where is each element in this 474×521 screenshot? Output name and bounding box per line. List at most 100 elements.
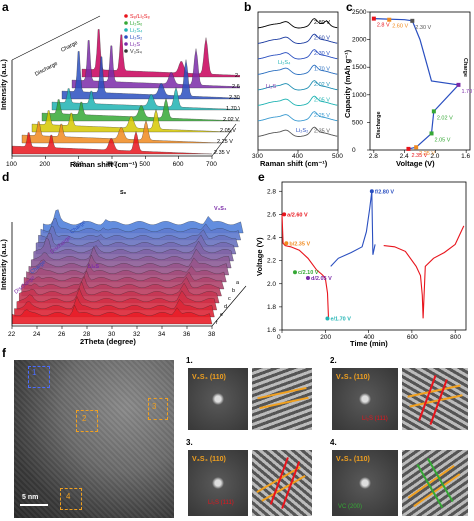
d-xtick-label: 28 [83, 331, 91, 338]
c-ytick-label: 0 [352, 147, 356, 154]
a-curve-2 [31, 108, 233, 133]
d-curve-letter: c [228, 296, 231, 302]
b-ann-li2s4: Li₂S₄ [278, 60, 291, 66]
c-ytick-label: 2000 [352, 37, 367, 44]
e-marker-label: f/2.80 V [375, 189, 395, 195]
a-voltage-label: 1.70 V [226, 106, 240, 112]
scale-bar [20, 504, 48, 506]
fft-1-plane: V₃S₄ (110) [192, 374, 226, 381]
b-voltage-label: 2.60 V [314, 36, 330, 42]
e-marker [292, 270, 297, 275]
a-xtick-label: 500 [139, 161, 150, 168]
e-ytick-label: 1.8 [267, 304, 276, 311]
a-xtick-label: 700 [206, 161, 217, 168]
a-voltage-label: 2.30 V [229, 95, 240, 101]
c-point [387, 17, 392, 22]
c-ylabel: Capacity (mAh g⁻¹) [344, 49, 352, 118]
d-xtick-label: 36 [183, 331, 191, 338]
d-curve-13 [43, 209, 244, 234]
a-xtick-label: 100 [6, 161, 17, 168]
b-voltage-label: 2.05 V [314, 98, 330, 104]
a-legend-marker [124, 14, 128, 18]
b-curve-7 [257, 126, 338, 137]
d-xtick-label: 22 [8, 331, 16, 338]
a-xtick-label: 300 [73, 161, 84, 168]
region-label-1: 1 [32, 368, 37, 377]
c-point [429, 131, 434, 136]
c-xlabel: Voltage (V) [396, 159, 435, 168]
e-xtick-label: 0 [277, 334, 281, 341]
b-voltage-label: 2.25 V [314, 113, 330, 119]
fft-3-extra: Li₂S (111) [208, 500, 234, 506]
e-marker [325, 316, 330, 321]
raman-3d-curves [11, 29, 240, 155]
c-point-label: 2.30 V [415, 25, 431, 31]
raman-3d-chart: Intensity (a.u.) 100 200 300 400 500 600 700 R… [0, 14, 240, 168]
a-legend-marker [124, 28, 128, 32]
b-xlabel: Raman shift (cm⁻¹) [260, 159, 328, 168]
c-point [410, 18, 415, 23]
e-marker-label: c/2.10 V [298, 270, 319, 276]
d-ylabel: Intensity (a.u.) [0, 239, 8, 290]
hrtem-texture [14, 360, 174, 518]
c-point [371, 16, 376, 21]
a-legend-marker [124, 35, 128, 39]
d-curve-letter: d [224, 304, 227, 310]
d-xtick-label: 30 [108, 331, 116, 338]
a-charge-label: Charge [60, 40, 79, 54]
d-xtick-label: 34 [158, 331, 166, 338]
d-ann-s8: S₈ [120, 190, 127, 196]
ifft-2 [402, 368, 468, 430]
e-ytick-label: 1.6 [267, 327, 276, 334]
d-curve-1 [14, 296, 215, 318]
region-box-4 [60, 488, 82, 510]
a-xtick-label: 600 [173, 161, 184, 168]
d-xlabel: 2Theta (degree) [80, 337, 136, 346]
e-marker [369, 189, 374, 194]
d-curve-letter: e [220, 312, 223, 318]
b-curve-0 [257, 18, 338, 29]
d-curve-letter: f [216, 320, 218, 326]
e-frame [281, 181, 467, 331]
b-curve-4 [257, 80, 338, 91]
fft-1: V₃S₄ (110) [188, 368, 248, 430]
c-discharge-label: Discharge [376, 111, 382, 138]
a-legend-label: Li₂S₂ [130, 35, 142, 41]
fft-2-plane: V₃S₄ (110) [336, 374, 370, 381]
e-xtick-label: 200 [320, 334, 331, 341]
e-ytick-label: 2.6 [267, 211, 276, 218]
region-box-2 [76, 410, 98, 432]
b-curve-6 [257, 111, 338, 122]
c-point [456, 82, 461, 87]
panel-label-b: b [244, 0, 252, 14]
e-xlabel: Time (min) [350, 339, 388, 348]
panel-label-c: c [346, 0, 353, 14]
a-legend-label: Li₂S₆ [130, 21, 142, 27]
c-xtick-label: 2.0 [430, 153, 439, 160]
e-xtick-label: 600 [407, 334, 418, 341]
e-xtick-label: 400 [364, 334, 375, 341]
capacity-voltage-chart: 2.8 V 2.30 V 2.60 V 1.70 V 2.02 V 2.05 V 2.25 … [344, 9, 474, 168]
b-ann-li2s2: Li₂S₂ [296, 128, 308, 134]
c-point-label: 2.60 V [392, 24, 408, 30]
b-voltage-label: 2.30 V [314, 51, 330, 57]
fft-2-extra: Li₂S (111) [362, 416, 388, 422]
ifft-1-fringe-marker [257, 386, 309, 410]
e-marker [282, 212, 287, 217]
b-voltage-label: 2.80 V [314, 20, 330, 26]
subpanel-1-number: 1. [186, 356, 193, 365]
b-curve-5 [257, 95, 338, 106]
b-curve-1 [257, 33, 338, 44]
d-xtick-label: 32 [133, 331, 141, 338]
raman-stack-chart: 2.80 V 2.60 V 2.30 V 1.70 V 2.02 V 2.05 V 2.25… [252, 11, 343, 168]
panel-label-e: e [258, 170, 265, 184]
e-ylabel: Voltage (V) [255, 237, 264, 276]
d-curve-2 [16, 287, 217, 311]
c-point-label: 2.8 V [377, 23, 390, 29]
voltage-time-chart: a/2.60 V b/2.35 V c/2.10 Vd/2.05 V e/1.70 V… [255, 181, 467, 348]
c-xtick-label: 2.8 [369, 153, 378, 160]
a-ylabel: Intensity (a.u.) [0, 59, 8, 110]
b-xtick-label: 400 [292, 153, 303, 160]
c-point-label: 1.70 V [461, 89, 474, 95]
